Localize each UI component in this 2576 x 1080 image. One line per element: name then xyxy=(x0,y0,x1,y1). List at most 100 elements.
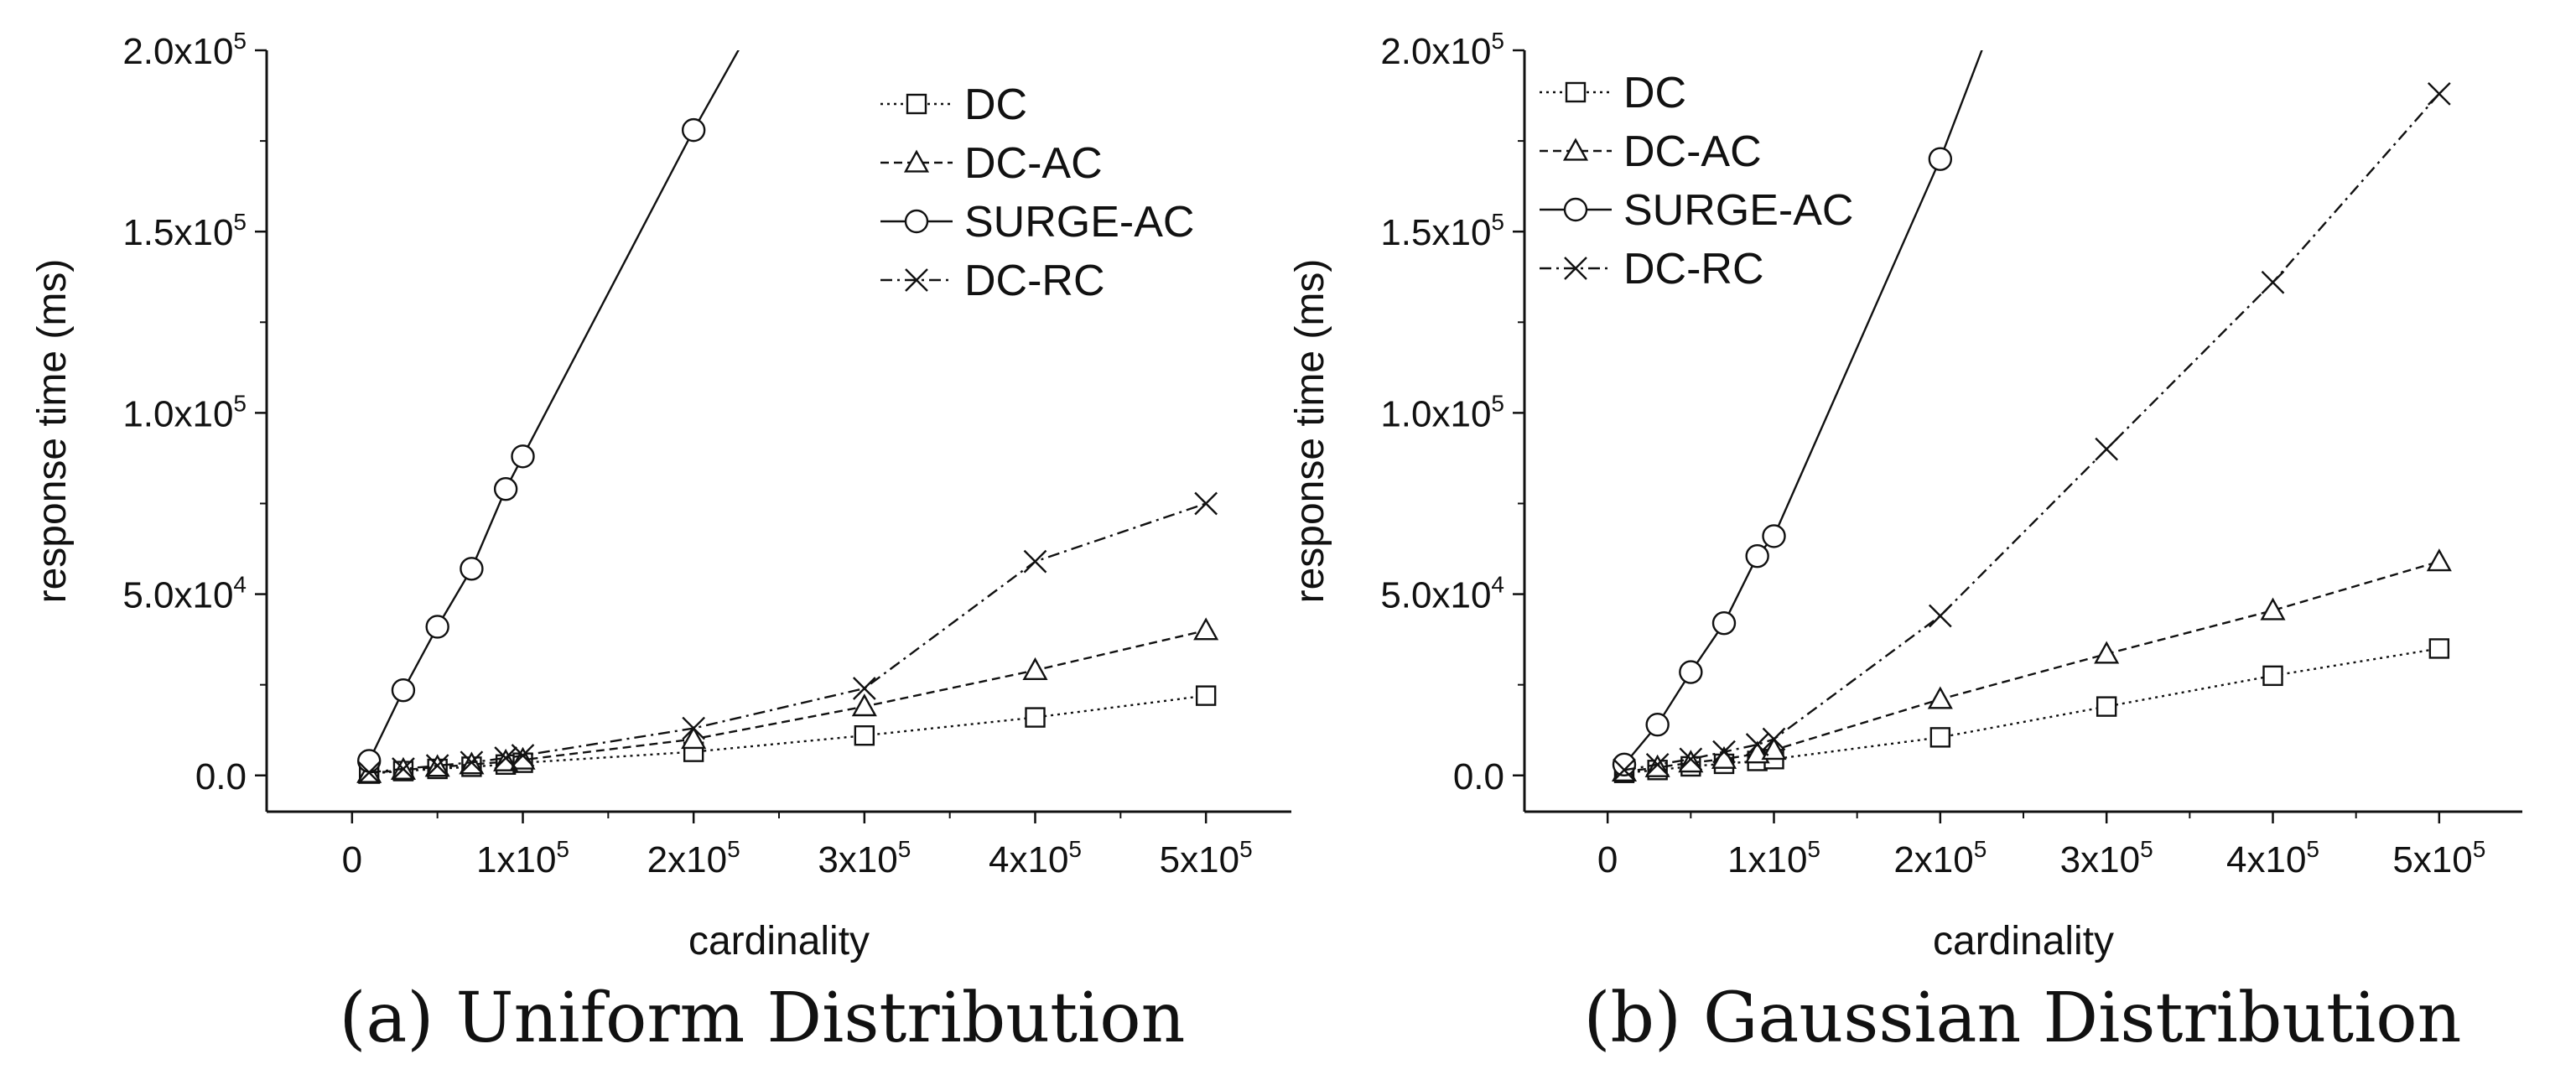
legend-label-dc-rc: DC-RC xyxy=(964,257,1105,305)
y-tick-label: 1.0x105 xyxy=(1380,390,1504,434)
x-tick-label: 1x105 xyxy=(1727,836,1820,880)
y-tick-label: 2.0x105 xyxy=(122,28,247,72)
data-point-surge-ac xyxy=(425,615,449,639)
legend-label-surge-ac: SURGE-AC xyxy=(964,198,1194,247)
data-point-dc xyxy=(1195,685,1217,706)
data-point-dc-ac xyxy=(1022,657,1048,680)
x-tick-label: 2x105 xyxy=(1893,836,1987,880)
data-point-surge-ac xyxy=(1928,147,1953,171)
plot-area xyxy=(1611,50,2452,783)
data-point-dc-rc xyxy=(1762,727,1786,751)
data-point-surge-ac xyxy=(357,749,382,773)
data-point-dc-rc xyxy=(511,744,535,767)
data-point-dc-rc xyxy=(1679,747,1703,771)
x-tick-label: 0 xyxy=(342,839,362,880)
data-point-dc-rc xyxy=(682,716,706,740)
data-point-dc-rc xyxy=(460,750,484,775)
series-line-surge-ac xyxy=(368,50,740,761)
data-point-dc-rc xyxy=(1645,752,1670,776)
data-point-dc-rc xyxy=(1194,491,1218,516)
series-line-dc-ac xyxy=(369,629,1207,775)
y-tick-label: 1.5x105 xyxy=(122,209,247,253)
chart-caption: (b) Gaussian Distribution xyxy=(1584,979,2462,1058)
data-point-dc-rc xyxy=(357,761,382,785)
data-point-dc-rc xyxy=(2427,82,2451,106)
data-point-dc-ac xyxy=(2260,597,2286,620)
data-point-surge-ac xyxy=(493,476,518,501)
data-point-dc-ac xyxy=(1927,686,1953,709)
x-tick-label: 0 xyxy=(1597,839,1618,880)
legend-marker-dc-rc xyxy=(905,268,928,292)
y-axis-label: response time (ms) xyxy=(30,259,75,604)
data-point-dc-ac xyxy=(1193,617,1219,641)
x-tick-label: 4x105 xyxy=(989,836,1082,880)
series-line-dc-rc xyxy=(1623,93,2440,771)
chart-uniform: 0 1x105 2x105 3x105 4x105 5x105 0.0 5.0x104 1.0x… xyxy=(30,28,1291,1058)
y-tick-label: 5.0x104 xyxy=(122,572,247,616)
y-tick-label: 0.0 xyxy=(195,756,247,797)
x-tick-label: 2x105 xyxy=(647,836,740,880)
data-point-dc-rc xyxy=(852,677,876,700)
x-tick-label: 4x105 xyxy=(2226,836,2319,880)
series-line-dc-rc xyxy=(369,502,1207,774)
y-axis-label: response time (ms) xyxy=(1288,259,1332,604)
legend: DC DC-AC SURGE-AC DC-RC xyxy=(880,80,1194,305)
data-point-dc-ac xyxy=(1678,750,1704,773)
data-point-dc xyxy=(2096,696,2117,717)
data-point-surge-ac xyxy=(1745,543,1769,569)
y-tick-label: 2.0x105 xyxy=(1380,28,1504,72)
data-point-dc xyxy=(1025,707,1046,728)
data-point-dc-rc xyxy=(2095,437,2119,461)
data-point-dc-rc xyxy=(392,757,415,781)
chart-gaussian: 0 1x105 2x105 3x105 4x105 5x105 0.0 5.0x104 1.0x… xyxy=(1288,28,2522,1058)
data-point-dc-ac xyxy=(510,746,536,770)
data-point-surge-ac xyxy=(1679,660,1703,684)
data-point-dc-ac xyxy=(2426,548,2452,572)
data-point-dc-ac xyxy=(2094,641,2120,664)
chart-caption: (a) Uniform Distribution xyxy=(340,979,1186,1058)
data-point-dc-rc xyxy=(1928,604,1952,628)
data-point-surge-ac xyxy=(1711,610,1737,636)
data-point-surge-ac xyxy=(1762,524,1786,548)
data-point-dc-ac xyxy=(681,726,707,750)
x-tick-label: 5x105 xyxy=(1160,836,1253,880)
data-point-dc-rc xyxy=(1023,549,1047,574)
data-point-dc-ac xyxy=(851,693,877,717)
x-tick-label: 1x105 xyxy=(476,836,569,880)
data-point-surge-ac xyxy=(460,557,484,581)
data-point-dc-rc xyxy=(1712,740,1736,764)
data-point-dc-rc xyxy=(1613,758,1636,782)
data-point-dc-rc xyxy=(2261,270,2285,294)
legend-label-dc-ac: DC-AC xyxy=(1623,127,1762,176)
data-point-dc-ac xyxy=(1761,737,1787,761)
data-point-surge-ac xyxy=(511,444,535,469)
legend-marker-surge-ac xyxy=(904,209,929,234)
x-tick-label: 3x105 xyxy=(2060,836,2153,880)
legend-marker-dc-ac xyxy=(1562,138,1589,161)
legend-label-dc: DC xyxy=(964,80,1027,129)
legend-marker-dc-rc xyxy=(1564,257,1587,280)
data-point-surge-ac xyxy=(1645,713,1670,737)
legend-label-dc-rc: DC-RC xyxy=(1623,245,1764,293)
legend-marker-dc xyxy=(906,93,927,115)
x-tick-label: 3x105 xyxy=(818,836,911,880)
plot-area xyxy=(356,50,1219,785)
x-axis-label: cardinality xyxy=(1933,919,2114,963)
data-point-surge-ac xyxy=(391,678,416,703)
x-axis-label: cardinality xyxy=(688,919,870,963)
data-point-dc xyxy=(854,725,875,746)
data-point-dc xyxy=(2262,665,2283,687)
y-tick-label: 0.0 xyxy=(1453,756,1504,797)
series-line-dc-ac xyxy=(1623,560,2440,773)
legend-label-dc: DC xyxy=(1623,69,1686,117)
data-point-surge-ac xyxy=(1612,752,1637,776)
data-point-dc-ac xyxy=(493,748,519,771)
data-point-dc-rc xyxy=(1745,733,1769,756)
x-tick-label: 5x105 xyxy=(2392,836,2485,880)
legend-marker-dc xyxy=(1565,81,1587,103)
legend-marker-dc-ac xyxy=(903,149,930,173)
data-point-dc xyxy=(1929,727,1951,748)
legend-label-dc-ac: DC-AC xyxy=(964,139,1103,188)
legend-label-surge-ac: SURGE-AC xyxy=(1623,186,1853,235)
